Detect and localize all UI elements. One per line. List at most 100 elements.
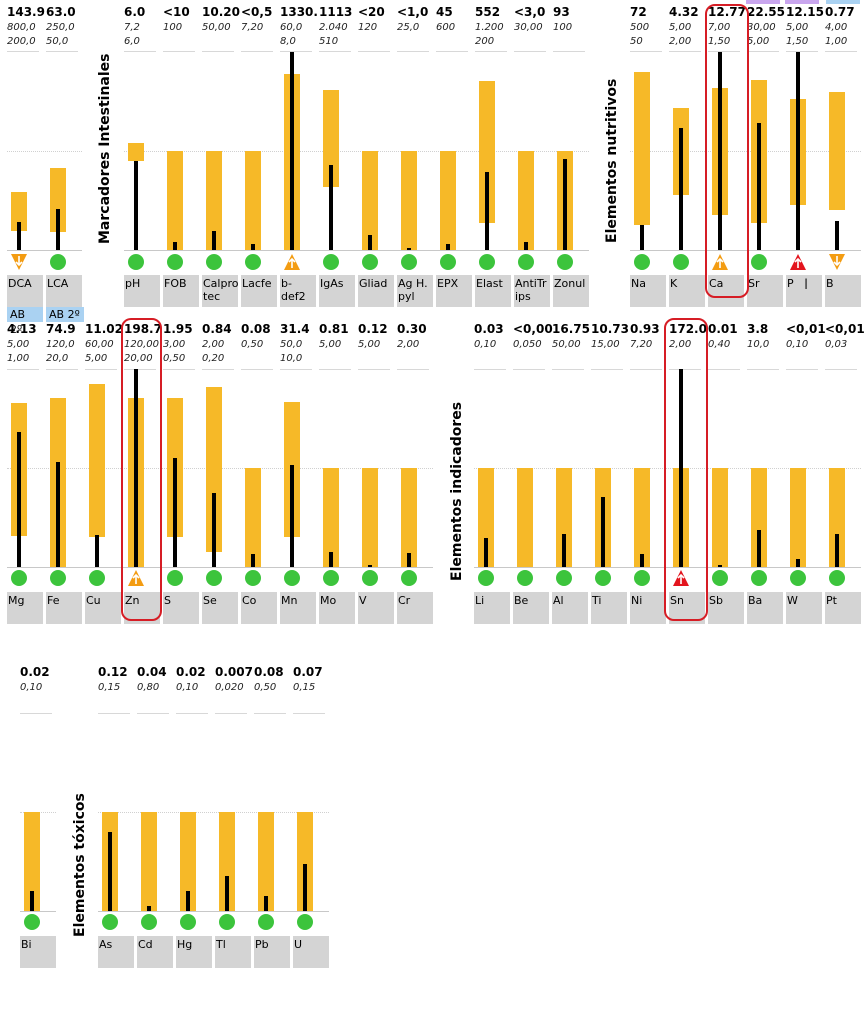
reference-high: 0,10 bbox=[20, 682, 43, 693]
column-top-rule bbox=[163, 369, 195, 370]
reference-range-bar bbox=[128, 143, 144, 161]
value-bar bbox=[56, 209, 60, 250]
value-bar bbox=[290, 52, 294, 250]
reference-range-bar bbox=[751, 468, 767, 567]
result-label: AntiTr ips bbox=[514, 275, 550, 307]
reference-range-bar bbox=[206, 151, 222, 250]
result-value: 0.08 bbox=[254, 665, 284, 679]
column-top-rule bbox=[786, 369, 818, 370]
status-ok-icon bbox=[49, 253, 67, 271]
value-bar bbox=[17, 222, 21, 250]
result-column: 6.0 7,2 6,0 pH bbox=[124, 0, 160, 1012]
result-value: 1330. bbox=[280, 5, 318, 19]
result-label: Sb bbox=[708, 592, 744, 624]
column-top-rule bbox=[358, 369, 390, 370]
result-column: <0,5 7,20 Lacfe bbox=[241, 0, 277, 1012]
reference-high: 50,0 bbox=[280, 339, 303, 350]
value-bar bbox=[484, 538, 488, 567]
result-label: Na bbox=[630, 275, 666, 307]
reference-range-bar bbox=[634, 468, 650, 567]
chart-baseline bbox=[630, 250, 861, 251]
column-top-rule bbox=[513, 369, 545, 370]
status-ok-icon bbox=[322, 569, 340, 587]
result-value: 0.03 bbox=[474, 322, 504, 336]
reference-range-bar bbox=[297, 812, 313, 911]
value-bar bbox=[718, 52, 722, 250]
column-top-rule bbox=[46, 369, 78, 370]
result-column: <10 100 FOB bbox=[163, 0, 199, 1012]
reference-high: 100 bbox=[553, 22, 573, 33]
result-value: 0.01 bbox=[708, 322, 738, 336]
column-top-rule bbox=[124, 369, 156, 370]
alert-up-arrow-icon bbox=[672, 569, 690, 587]
reference-range-bar bbox=[180, 812, 196, 911]
result-label: DCA bbox=[7, 275, 43, 307]
result-label: K bbox=[669, 275, 705, 307]
result-label: P bbox=[786, 275, 822, 307]
reference-low: 1,50 bbox=[786, 36, 809, 47]
value-bar bbox=[368, 235, 372, 250]
reference-high: 25,0 bbox=[397, 22, 420, 33]
result-label: B bbox=[825, 275, 861, 307]
chart-baseline bbox=[98, 911, 329, 912]
status-ok-icon bbox=[296, 913, 314, 931]
panel-tag-strip bbox=[746, 0, 780, 4]
value-bar bbox=[368, 565, 372, 567]
result-label: W bbox=[786, 592, 822, 624]
reference-high: 0,40 bbox=[708, 339, 731, 350]
result-value: 0.02 bbox=[20, 665, 50, 679]
result-label: Li bbox=[474, 592, 510, 624]
status-ok-icon bbox=[516, 569, 534, 587]
result-value: 63.0 bbox=[46, 5, 76, 19]
result-value: 93 bbox=[553, 5, 570, 19]
result-column: <0,01 0,03 Pt bbox=[825, 0, 864, 1012]
reference-range-bar bbox=[712, 468, 728, 567]
reference-low: 20,0 bbox=[46, 353, 69, 364]
reference-range-bar bbox=[245, 151, 261, 250]
column-top-rule bbox=[397, 369, 429, 370]
result-label: S bbox=[163, 592, 199, 624]
result-column: <0,00 0,050 Be bbox=[513, 0, 553, 1012]
result-value: <0,00 bbox=[513, 322, 553, 336]
result-column: <3,0 30,00 AntiTr ips bbox=[514, 0, 550, 1012]
reference-range-bar bbox=[517, 468, 533, 567]
reference-low: 8,0 bbox=[280, 36, 296, 47]
reference-range-bar bbox=[401, 151, 417, 250]
result-column: 0.08 0,50 Pb bbox=[254, 0, 290, 1012]
result-value: 172.0 bbox=[669, 322, 707, 336]
result-label: Cr bbox=[397, 592, 433, 624]
column-top-rule bbox=[552, 369, 584, 370]
reference-high: 50,00 bbox=[202, 22, 231, 33]
reference-gridline bbox=[124, 151, 589, 152]
result-label: Gliad bbox=[358, 275, 394, 307]
result-value: <0,01 bbox=[825, 322, 864, 336]
reference-high: 0,03 bbox=[825, 339, 848, 350]
reference-high: 5,00 bbox=[358, 339, 381, 350]
result-value: 22.55 bbox=[747, 5, 785, 19]
result-value: 0.04 bbox=[137, 665, 167, 679]
status-ok-icon bbox=[477, 569, 495, 587]
warning-down-arrow-icon bbox=[10, 253, 28, 271]
reference-high: 100 bbox=[163, 22, 183, 33]
result-label: Ti bbox=[591, 592, 627, 624]
column-top-rule bbox=[137, 713, 169, 714]
value-bar bbox=[407, 248, 411, 250]
result-label: Ni bbox=[630, 592, 666, 624]
reference-low: 1,50 bbox=[708, 36, 731, 47]
reference-high: 800,0 bbox=[7, 22, 36, 33]
value-bar bbox=[796, 52, 800, 250]
result-value: 3.8 bbox=[747, 322, 769, 336]
result-column: 0.08 0,50 Co bbox=[241, 0, 277, 1012]
value-bar bbox=[563, 158, 567, 250]
reference-range-bar bbox=[634, 71, 650, 226]
result-label: Tl bbox=[215, 936, 251, 968]
status-ok-icon bbox=[439, 253, 457, 271]
column-top-rule bbox=[254, 713, 286, 714]
result-label: Ag H. pyl bbox=[397, 275, 433, 307]
reference-high: 120,00 bbox=[124, 339, 159, 350]
reference-high: 4,00 bbox=[825, 22, 848, 33]
result-column: 3.8 10,0 Ba bbox=[747, 0, 783, 1012]
value-bar bbox=[303, 864, 307, 911]
status-ok-icon bbox=[633, 253, 651, 271]
panel-tag-strip bbox=[826, 0, 860, 4]
